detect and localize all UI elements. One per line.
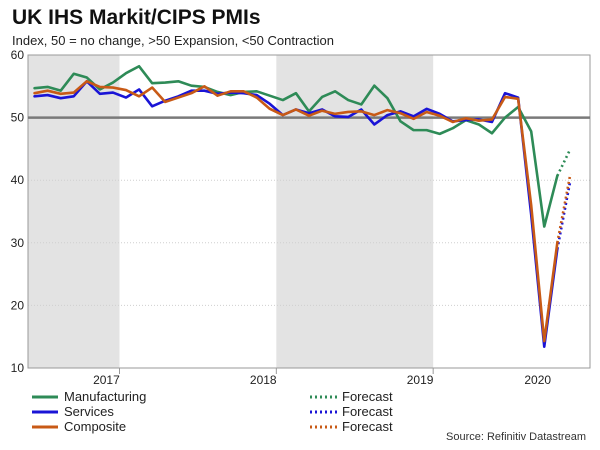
shaded-year-band-0	[28, 55, 120, 368]
shading-layer	[28, 55, 434, 368]
composite-forecast-line	[556, 173, 572, 244]
y-tick-label: 30	[11, 236, 25, 250]
legend-label-composite-forecast: Forecast	[342, 419, 393, 434]
legend-label-composite: Composite	[64, 419, 126, 434]
source-note: Source: Refinitiv Datastream	[446, 431, 586, 443]
axes: 10 20 30 40 50 60 2017 2018 2019 2020	[11, 48, 591, 387]
manufacturing-line	[33, 64, 559, 228]
legend: Manufacturing Forecast Services Forecast Com…	[32, 389, 393, 434]
composite-line	[33, 79, 559, 343]
x-tick-label-2017: 2017	[93, 373, 120, 387]
x-tick-label-2018: 2018	[250, 373, 277, 387]
legend-label-services: Services	[64, 404, 114, 419]
services-forecast-line	[556, 179, 572, 250]
chart-subtitle: Index, 50 = no change, >50 Expansion, <5…	[12, 33, 334, 48]
legend-label-manufacturing-forecast: Forecast	[342, 389, 393, 404]
chart-title: UK IHS Markit/CIPS PMIs	[12, 6, 261, 29]
plot-frame	[27, 54, 591, 369]
x-tick-label-2019: 2019	[407, 373, 434, 387]
shaded-year-band-1	[276, 55, 434, 368]
legend-label-services-forecast: Forecast	[342, 404, 393, 419]
y-tick-label: 50	[11, 111, 25, 125]
manufacturing-forecast-line	[556, 148, 572, 177]
y-tick-label: 10	[11, 361, 25, 375]
y-tick-label: 40	[11, 173, 25, 187]
series-layer	[33, 64, 572, 349]
legend-label-manufacturing: Manufacturing	[64, 389, 146, 404]
y-tick-label: 60	[11, 48, 25, 62]
y-tick-label: 20	[11, 298, 25, 312]
x-tick-label-2020: 2020	[524, 373, 551, 387]
